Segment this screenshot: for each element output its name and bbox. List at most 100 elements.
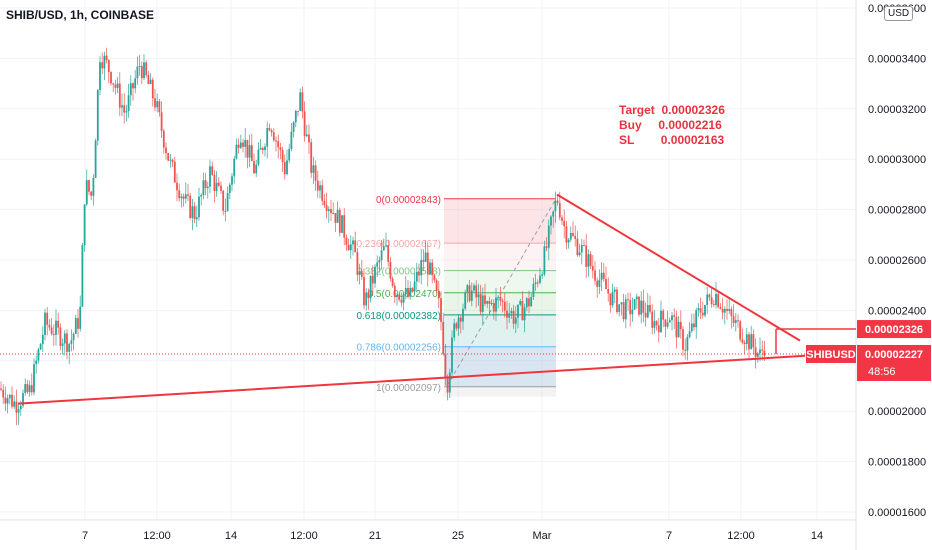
candle-body bbox=[693, 323, 695, 328]
candle-body bbox=[281, 149, 284, 163]
candle-body bbox=[244, 139, 247, 147]
candle-body bbox=[686, 337, 689, 351]
candle-body bbox=[44, 312, 46, 335]
y-tick-label[interactable]: 0.00002400 bbox=[868, 305, 926, 317]
candle-body bbox=[572, 233, 574, 236]
candle-body bbox=[209, 166, 211, 187]
candle-body bbox=[123, 105, 126, 113]
x-tick-label: 12:00 bbox=[143, 530, 171, 542]
candle-body bbox=[646, 305, 649, 318]
candle-body bbox=[162, 130, 165, 148]
candle-body bbox=[24, 384, 27, 394]
candle-body bbox=[587, 254, 590, 267]
candle-body bbox=[310, 142, 313, 173]
candle-body bbox=[622, 302, 625, 320]
candle-body bbox=[266, 128, 269, 147]
y-tick-label[interactable]: 0.00003000 bbox=[868, 154, 926, 166]
y-tick-label[interactable]: 0.00003200 bbox=[868, 104, 926, 116]
candle-body bbox=[4, 397, 7, 404]
candle-body bbox=[270, 130, 273, 133]
candle-body bbox=[46, 312, 49, 325]
candle-body bbox=[264, 146, 266, 151]
candle-body bbox=[413, 281, 416, 292]
y-tick-label[interactable]: 0.00002000 bbox=[868, 406, 926, 418]
candle-body bbox=[33, 364, 35, 393]
candle-body bbox=[475, 285, 478, 298]
candle-body bbox=[294, 110, 297, 123]
trendline-support bbox=[17, 354, 806, 405]
candle-body bbox=[468, 285, 471, 301]
currency-badge[interactable]: USD bbox=[884, 6, 914, 21]
x-tick-label: 21 bbox=[369, 530, 381, 542]
trade-note-sl: SL 0.00002163 bbox=[619, 133, 725, 147]
y-tick-label[interactable]: 0.00001600 bbox=[868, 507, 926, 519]
candle-body bbox=[444, 354, 447, 378]
y-tick-label[interactable]: 0.00002800 bbox=[868, 205, 926, 217]
candle-body bbox=[666, 322, 669, 327]
candle-body bbox=[41, 334, 44, 345]
candle-body bbox=[13, 401, 16, 407]
candle-body bbox=[167, 153, 170, 161]
candle-body bbox=[400, 299, 403, 303]
y-tick-label[interactable]: 0.00003400 bbox=[868, 53, 926, 65]
y-tick-label[interactable]: 0.00002600 bbox=[868, 255, 926, 267]
candle-body bbox=[431, 262, 434, 276]
candle-body bbox=[72, 333, 75, 341]
candle-body bbox=[611, 291, 614, 306]
candle-body bbox=[248, 145, 251, 158]
y-tick-label[interactable]: 0.00001800 bbox=[868, 457, 926, 469]
candle-body bbox=[63, 333, 66, 344]
symbol-title[interactable]: SHIB/USD, 1h, COINBASE bbox=[6, 8, 155, 22]
candle-body bbox=[759, 349, 761, 354]
candle-body bbox=[389, 261, 392, 279]
candle-body bbox=[501, 300, 504, 302]
candle-body bbox=[523, 307, 526, 321]
candle-body bbox=[517, 304, 519, 318]
candle-body bbox=[609, 293, 612, 306]
trade-note: Target 0.00002326 Buy 0.00002216 SL 0.00… bbox=[619, 103, 725, 148]
candle-body bbox=[237, 144, 240, 148]
candle-body bbox=[180, 196, 183, 199]
candle-body bbox=[303, 111, 306, 137]
candle-body bbox=[545, 246, 548, 248]
candle-body bbox=[442, 321, 445, 355]
candle-body bbox=[391, 278, 394, 286]
candle-body bbox=[204, 180, 207, 189]
candle-body bbox=[710, 297, 713, 305]
candle-body bbox=[347, 244, 350, 251]
candle-body bbox=[92, 177, 95, 196]
candle-body bbox=[57, 320, 60, 328]
candle-body bbox=[138, 66, 141, 68]
candle-body bbox=[224, 210, 227, 212]
candle-body bbox=[290, 131, 293, 149]
candle-body bbox=[365, 292, 368, 306]
candle-body bbox=[719, 307, 722, 309]
candle-body bbox=[195, 217, 198, 220]
candle-body bbox=[569, 233, 572, 240]
candle-body bbox=[118, 83, 121, 108]
candle-body bbox=[228, 184, 231, 194]
candle-body bbox=[677, 321, 680, 338]
candle-body bbox=[308, 134, 310, 143]
candle-body bbox=[422, 260, 425, 262]
candle-body bbox=[81, 245, 84, 307]
candle-body bbox=[462, 308, 464, 322]
candle-body bbox=[184, 194, 187, 199]
candle-body bbox=[488, 300, 491, 304]
candle-body bbox=[429, 262, 431, 275]
candle-body bbox=[19, 405, 22, 410]
candle-body bbox=[171, 159, 174, 162]
candle-body bbox=[369, 275, 372, 299]
candle-body bbox=[198, 196, 200, 218]
candle-body bbox=[640, 300, 643, 315]
candle-body bbox=[112, 83, 115, 85]
candle-body bbox=[48, 324, 51, 328]
candle-body bbox=[528, 298, 530, 307]
candle-body bbox=[512, 310, 515, 324]
candle-body bbox=[554, 200, 557, 212]
candle-body bbox=[616, 289, 618, 313]
candle-body bbox=[402, 294, 405, 303]
candle-body bbox=[0, 388, 2, 390]
candle-body bbox=[261, 147, 264, 151]
